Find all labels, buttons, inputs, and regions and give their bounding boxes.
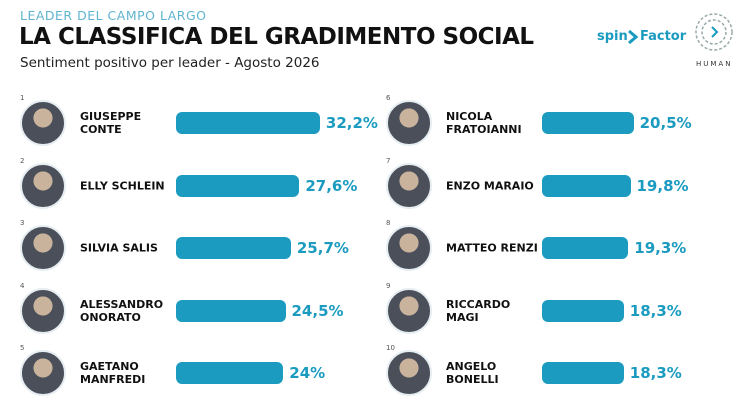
value-label: 32,2% [325,114,378,132]
leader-photo [20,100,66,146]
leader-name: MATTEO RENZI [446,241,538,255]
leader-name: ELLY SCHLEIN [80,179,165,193]
value-label: 24,5% [291,302,344,320]
logo-text: Factor [640,29,687,44]
value-label: 19,3% [634,239,687,257]
logo-arrow [628,29,639,45]
rank-number: 4 [20,282,25,290]
leader-name: ANGELO BONELLI [446,360,499,386]
rank-number: 5 [20,344,25,352]
kicker: LEADER DEL CAMPO LARGO [20,8,207,23]
value-label: 24% [289,364,326,382]
rank-number: 10 [386,344,395,352]
leader-photo [386,288,432,334]
value-label: 27,6% [305,177,358,195]
value-label: 25,7% [296,239,349,257]
bar [542,112,634,134]
bar [176,237,291,259]
leader-name: SILVIA SALIS [80,241,158,255]
rank-number: 8 [386,219,391,227]
leader-photo [20,225,66,271]
leader-photo [20,163,66,209]
chart-title: LA CLASSIFICA DEL GRADIMENTO SOCIAL [19,24,534,50]
leader-name: RICCARDO MAGI [446,298,511,324]
bar [542,362,624,384]
bar [542,300,624,322]
bar [176,112,320,134]
value-label: 18,3% [629,364,682,382]
leader-photo [20,350,66,396]
bar [176,362,284,384]
logo-text: spin [597,29,628,44]
leader-photo [386,350,432,396]
logo-text: HUMAN [696,60,733,68]
rank-number: 7 [386,157,391,165]
leader-name: GAETANO MANFREDI [80,360,146,386]
leader-photo [386,225,432,271]
leader-name: ALESSANDRO ONORATO [80,298,164,324]
rank-number: 6 [386,94,391,102]
bar [542,175,631,197]
rank-number: 2 [20,157,25,165]
leader-name: GIUSEPPE CONTE [80,110,142,136]
rank-number: 9 [386,282,391,290]
leader-photo [386,163,432,209]
leader-photo [20,288,66,334]
leader-photo [386,100,432,146]
bar [176,175,300,197]
logo-badge [695,13,733,51]
rank-number: 1 [20,94,25,102]
leader-name: NICOLA FRATOIANNI [446,110,522,136]
subtitle: Sentiment positivo per leader - Agosto 2… [20,55,320,71]
bar [176,300,286,322]
value-label: 18,3% [629,302,682,320]
leader-name: ENZO MARAIO [446,179,534,193]
value-label: 19,8% [636,177,689,195]
bar [542,237,629,259]
rank-number: 3 [20,219,25,227]
value-label: 20,5% [639,114,692,132]
